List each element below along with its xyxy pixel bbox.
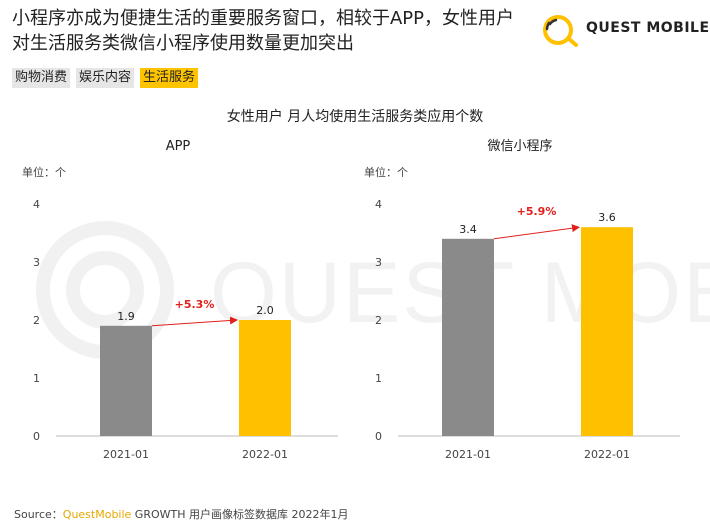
app-chart: APP 单位：个 0 1 2 3 4 1.9 2021-01 2.0 2022-01 +5.3% bbox=[22, 139, 338, 461]
logo-text: QUEST MOBILE bbox=[586, 20, 710, 36]
panel-title: 微信小程序 bbox=[487, 139, 552, 154]
value-label: 3.4 bbox=[459, 223, 477, 236]
bar-2021-01 bbox=[100, 325, 152, 436]
y-tick-label: 2 bbox=[33, 314, 40, 327]
bar-2022-01 bbox=[239, 320, 291, 436]
bar-2022-01 bbox=[581, 227, 633, 436]
page-headline: 小程序亦成为便捷生活的重要服务窗口，相较于APP，女性用户对生活服务类微信小程序… bbox=[12, 8, 515, 54]
category-label: 2022-01 bbox=[242, 448, 288, 461]
value-label: 2.0 bbox=[256, 304, 274, 317]
category-label: 2021-01 bbox=[445, 448, 491, 461]
source-brand: QuestMobile bbox=[62, 508, 132, 521]
growth-arrow bbox=[493, 224, 580, 240]
growth-label: +5.9% bbox=[517, 205, 557, 218]
y-tick-label: 1 bbox=[375, 372, 382, 385]
source-prefix: Source： bbox=[14, 508, 63, 521]
y-tick-label: 2 bbox=[375, 314, 382, 327]
questmobile-logo-icon bbox=[543, 15, 578, 47]
tab-life-services[interactable]: 生活服务 bbox=[140, 68, 199, 88]
y-tick-label: 0 bbox=[33, 430, 40, 443]
unit-label: 单位：个 bbox=[22, 165, 66, 179]
y-tick-label: 4 bbox=[375, 198, 382, 211]
value-label: 3.6 bbox=[598, 211, 616, 224]
growth-label: +5.3% bbox=[175, 298, 215, 311]
category-tabs: 购物消费 娱乐内容 生活服务 bbox=[12, 68, 199, 88]
chart-title: 女性用户 月人均使用生活服务类应用个数 bbox=[226, 109, 484, 125]
source-rest: GROWTH 用户画像标签数据库 2022年1月 bbox=[131, 508, 349, 521]
category-label: 2022-01 bbox=[584, 448, 630, 461]
source-note: Source：QuestMobile GROWTH 用户画像标签数据库 2022… bbox=[14, 506, 349, 522]
y-tick-label: 3 bbox=[33, 256, 40, 269]
y-tick-label: 0 bbox=[375, 430, 382, 443]
questmobile-logo: QUEST MOBILE bbox=[538, 12, 709, 48]
panel-title: APP bbox=[166, 139, 191, 154]
value-label: 1.9 bbox=[117, 310, 135, 323]
growth-arrow bbox=[151, 316, 238, 327]
tab-shopping[interactable]: 购物消费 bbox=[12, 68, 71, 88]
unit-label: 单位：个 bbox=[364, 165, 408, 179]
y-tick-label: 4 bbox=[33, 198, 40, 211]
tab-entertainment[interactable]: 娱乐内容 bbox=[76, 68, 135, 88]
y-tick-label: 3 bbox=[375, 256, 382, 269]
y-tick-label: 1 bbox=[33, 372, 40, 385]
category-label: 2021-01 bbox=[103, 448, 149, 461]
bar-2021-01 bbox=[442, 238, 494, 436]
